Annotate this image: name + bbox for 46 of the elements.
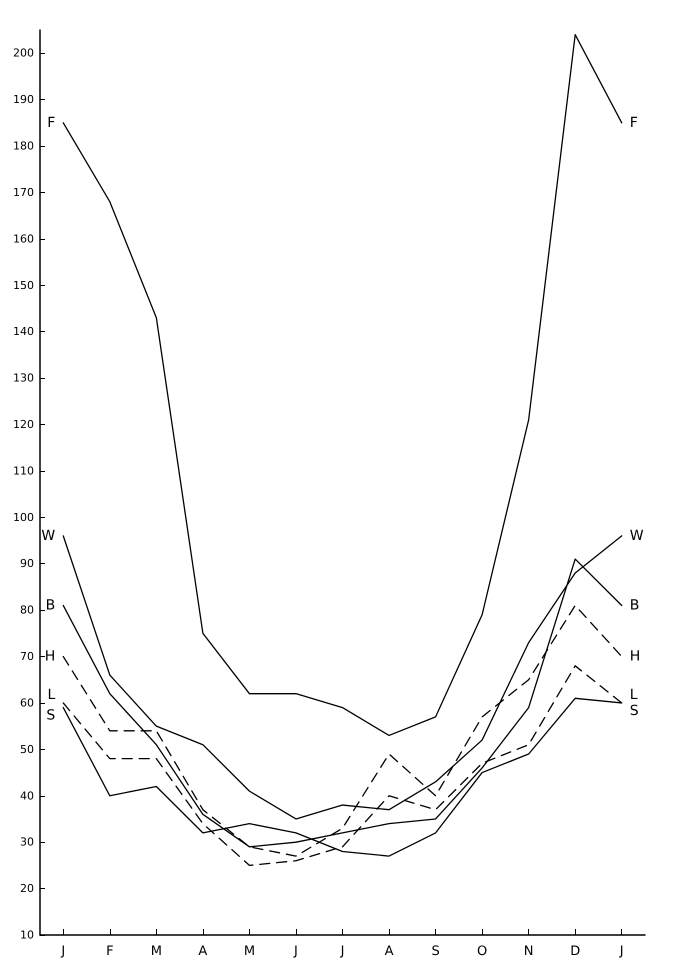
y-tick-label: 60	[20, 696, 34, 710]
y-tick-label: 120	[13, 418, 34, 431]
y-tick-label: 40	[20, 789, 34, 802]
text: W	[630, 528, 644, 544]
text: L	[630, 686, 638, 703]
series-label: W	[41, 528, 56, 544]
y-tick-label: 80	[20, 604, 34, 617]
series-label: L	[47, 686, 56, 703]
series-label: B	[46, 597, 56, 614]
text: H	[630, 648, 640, 665]
y-tick-label: 130	[13, 372, 34, 385]
y-tick-label: 200	[13, 46, 34, 60]
y-tick-label: 100	[13, 510, 34, 524]
series-label: H	[44, 648, 56, 665]
text: F	[630, 114, 638, 131]
y-tick-label: 170	[13, 186, 34, 199]
y-tick-label: 70	[20, 650, 34, 664]
x-tick-label: N	[524, 944, 534, 959]
x-tick-label: J	[618, 944, 624, 959]
series-label: S	[46, 708, 56, 724]
x-tick-label: M	[244, 944, 256, 959]
x-tick-label: F	[106, 944, 114, 959]
x-tick-label: D	[570, 944, 580, 959]
line-series	[62, 34, 622, 736]
y-tick-label: 110	[13, 464, 34, 478]
y-tick-label: 20	[20, 882, 34, 896]
x-tick-label: O	[477, 944, 488, 959]
y-tick-label: 10	[20, 928, 34, 942]
series-label: F	[47, 114, 56, 131]
y-tick-label: 30	[20, 836, 34, 849]
y-tick-label: 180	[13, 140, 34, 153]
text: S	[630, 702, 639, 719]
y-tick-label: 90	[20, 557, 34, 570]
y-tick-label: 150	[13, 278, 34, 292]
y-tick-label: 140	[13, 325, 34, 338]
x-tick-label: S	[431, 944, 440, 959]
x-tick-label: J	[340, 944, 344, 959]
y-tick-label: 190	[13, 93, 34, 106]
x-tick-label: A	[198, 944, 208, 959]
x-tick-label: J	[293, 944, 298, 959]
x-tick-label: A	[384, 944, 394, 959]
x-tick-label: M	[150, 944, 162, 959]
y-tick-label: 50	[20, 742, 34, 756]
x-tick-label: J	[60, 944, 66, 959]
y-tick-label: 160	[13, 232, 34, 246]
text: B	[630, 597, 640, 614]
